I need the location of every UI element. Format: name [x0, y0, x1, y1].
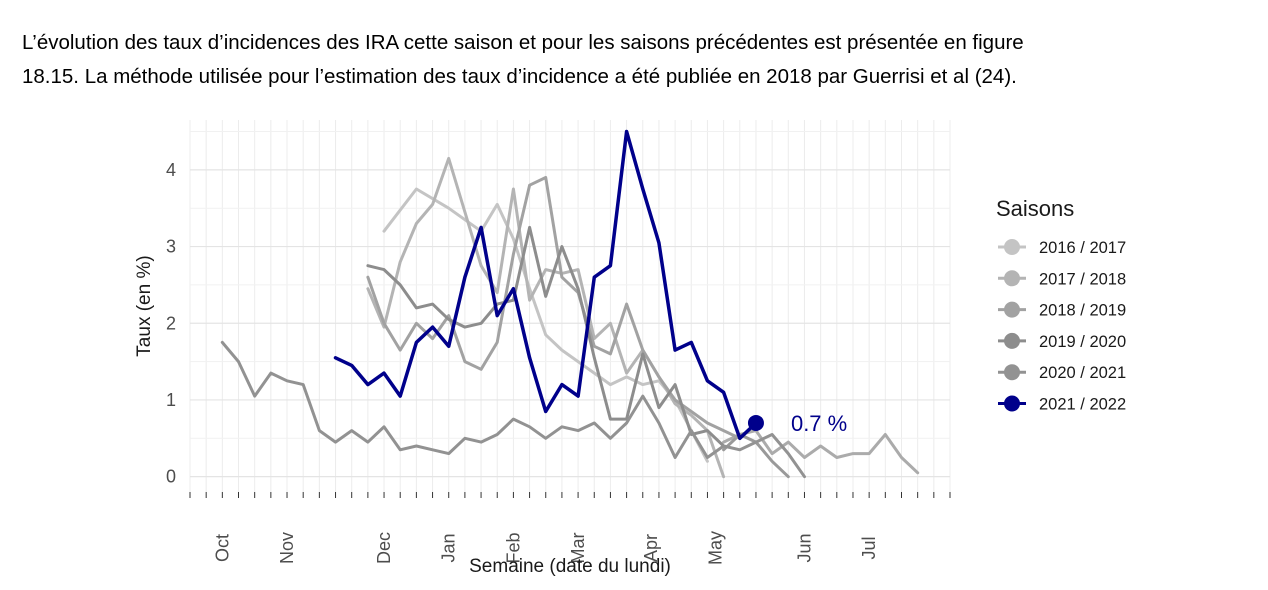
last-point-marker	[747, 414, 764, 431]
x-axis-tick-labels: Oct Nov Dec Jan Feb Mar Apr May Jun Jul	[212, 531, 879, 565]
legend-key-dot-2017-2018	[1004, 270, 1020, 287]
x-tick-label-jan: Jan	[439, 533, 459, 562]
legend-label-2019-2020: 2019 / 2020	[1039, 333, 1126, 351]
x-tick-label-apr: Apr	[641, 534, 661, 562]
x-tick-label-oct: Oct	[212, 534, 232, 562]
legend-label-2016-2017: 2016 / 2017	[1039, 239, 1126, 257]
legend-items: 2016 / 2017 2017 / 2018 2018 / 2019 2019 / …	[998, 239, 1126, 414]
intro-line-2: 18.15. La méthode utilisée pour l’estima…	[22, 65, 1017, 88]
x-axis-ticks	[189, 492, 951, 498]
series-line-2021-2022	[333, 129, 758, 441]
y-axis-title: Taux (en %)	[134, 255, 155, 356]
grid-major	[190, 169, 950, 478]
legend-label-2020-2021: 2020 / 2021	[1039, 364, 1126, 382]
x-axis-title: Semaine (date du lundi)	[469, 556, 671, 577]
legend-title: Saisons	[996, 196, 1074, 221]
series-markers	[747, 414, 764, 431]
legend-key-dot-2020-2021	[1004, 364, 1020, 381]
legend-key-dot-2018-2019	[1004, 301, 1020, 318]
y-axis-tick-labels: 0 1 2 3 4	[166, 160, 176, 487]
intro-paragraph: L’évolution des taux d’incidences des IR…	[22, 26, 1252, 94]
y-tick-label: 4	[166, 160, 176, 180]
x-tick-label-jul: Jul	[859, 536, 879, 559]
last-value-annotation: 0.7 %	[791, 411, 847, 436]
series-line-2018-2019	[366, 176, 742, 440]
x-tick-label-dec: Dec	[374, 532, 394, 564]
legend-label-2017-2018: 2017 / 2018	[1039, 270, 1126, 288]
legend-key-dot-2016-2017	[1004, 239, 1020, 255]
intro-line-1: L’évolution des taux d’incidences des IR…	[22, 31, 1024, 54]
x-tick-label-mar: Mar	[568, 532, 588, 563]
x-tick-label-may: May	[706, 531, 726, 565]
y-tick-label: 3	[166, 237, 176, 257]
legend-label-2021-2022: 2021 / 2022	[1039, 396, 1126, 414]
x-tick-label-jun: Jun	[794, 533, 814, 562]
series-line-2019-2020	[366, 225, 726, 448]
legend-key-dot-2021-2022	[1004, 395, 1020, 412]
series-line-2020-2021	[220, 340, 806, 479]
series-lines	[220, 129, 920, 479]
series-line-2016-2017	[382, 187, 709, 463]
y-tick-label: 0	[166, 467, 176, 487]
grid-minor	[189, 120, 951, 492]
legend: Saisons 2016 / 2017 2017 / 2018 2018 / 201…	[996, 196, 1126, 414]
x-tick-label-nov: Nov	[277, 532, 297, 564]
y-tick-label: 1	[166, 390, 176, 410]
x-tick-label-feb: Feb	[503, 532, 523, 563]
legend-label-2018-2019: 2018 / 2019	[1039, 302, 1126, 320]
legend-key-dot-2019-2020	[1004, 332, 1020, 349]
y-tick-label: 2	[166, 313, 176, 333]
